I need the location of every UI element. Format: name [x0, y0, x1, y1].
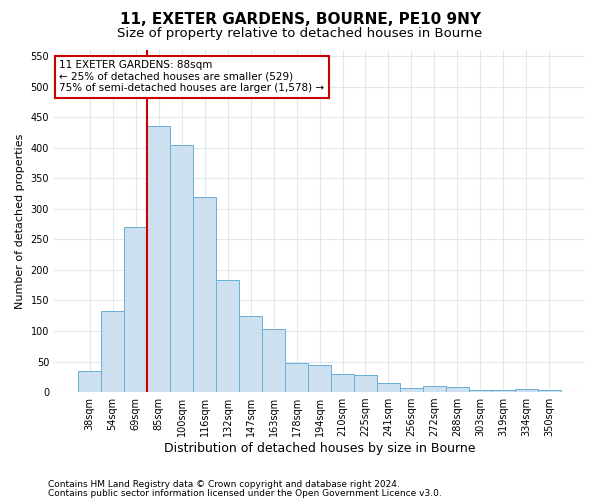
- Bar: [446, 386, 469, 392]
- Bar: [423, 386, 446, 392]
- Bar: [262, 329, 285, 392]
- Bar: [377, 383, 400, 392]
- Bar: [147, 126, 170, 392]
- Bar: [78, 370, 101, 392]
- Bar: [400, 388, 423, 392]
- Bar: [515, 389, 538, 392]
- Bar: [331, 374, 354, 392]
- X-axis label: Distribution of detached houses by size in Bourne: Distribution of detached houses by size …: [164, 442, 475, 455]
- Y-axis label: Number of detached properties: Number of detached properties: [15, 134, 25, 308]
- Bar: [193, 196, 216, 392]
- Text: Contains HM Land Registry data © Crown copyright and database right 2024.: Contains HM Land Registry data © Crown c…: [48, 480, 400, 489]
- Text: 11, EXETER GARDENS, BOURNE, PE10 9NY: 11, EXETER GARDENS, BOURNE, PE10 9NY: [119, 12, 481, 28]
- Bar: [170, 144, 193, 392]
- Bar: [101, 311, 124, 392]
- Bar: [538, 390, 561, 392]
- Bar: [492, 390, 515, 392]
- Bar: [124, 227, 147, 392]
- Bar: [354, 375, 377, 392]
- Bar: [216, 280, 239, 392]
- Bar: [308, 364, 331, 392]
- Text: 11 EXETER GARDENS: 88sqm
← 25% of detached houses are smaller (529)
75% of semi-: 11 EXETER GARDENS: 88sqm ← 25% of detach…: [59, 60, 325, 94]
- Bar: [239, 316, 262, 392]
- Text: Contains public sector information licensed under the Open Government Licence v3: Contains public sector information licen…: [48, 488, 442, 498]
- Text: Size of property relative to detached houses in Bourne: Size of property relative to detached ho…: [118, 28, 482, 40]
- Bar: [469, 390, 492, 392]
- Bar: [285, 364, 308, 392]
